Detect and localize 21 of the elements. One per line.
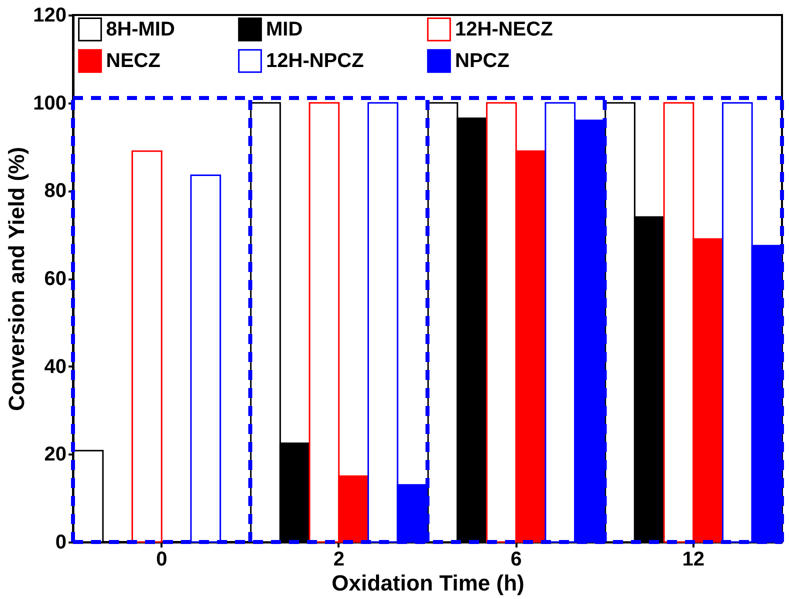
x-tick-label: 6	[510, 548, 522, 570]
y-axis-title: Conversion and Yield (%)	[4, 146, 30, 412]
bar	[190, 174, 222, 543]
legend-label: NECZ	[106, 50, 160, 72]
legend-label: MID	[266, 18, 303, 40]
legend-label: 12H-NPCZ	[266, 50, 364, 72]
y-tick-label: 120	[33, 4, 66, 26]
x-tick-label: 2	[333, 548, 344, 570]
y-tick-label: 80	[44, 180, 66, 202]
x-tick-label: 12	[682, 548, 704, 570]
y-tick-label: 40	[44, 356, 66, 378]
y-tick-label: 100	[33, 92, 66, 114]
y-tick-label: 60	[44, 268, 66, 290]
x-tick-label: 0	[156, 548, 168, 570]
bar	[132, 150, 162, 543]
legend-label: 12H-NECZ	[455, 18, 553, 40]
legend-label: NPCZ	[455, 50, 510, 72]
y-tick-label: 20	[44, 444, 66, 466]
x-axis-title: Oxidation Time (h)	[332, 570, 524, 596]
y-tick-label: 0	[55, 532, 66, 554]
legend-label: 8H-MID	[106, 18, 175, 40]
